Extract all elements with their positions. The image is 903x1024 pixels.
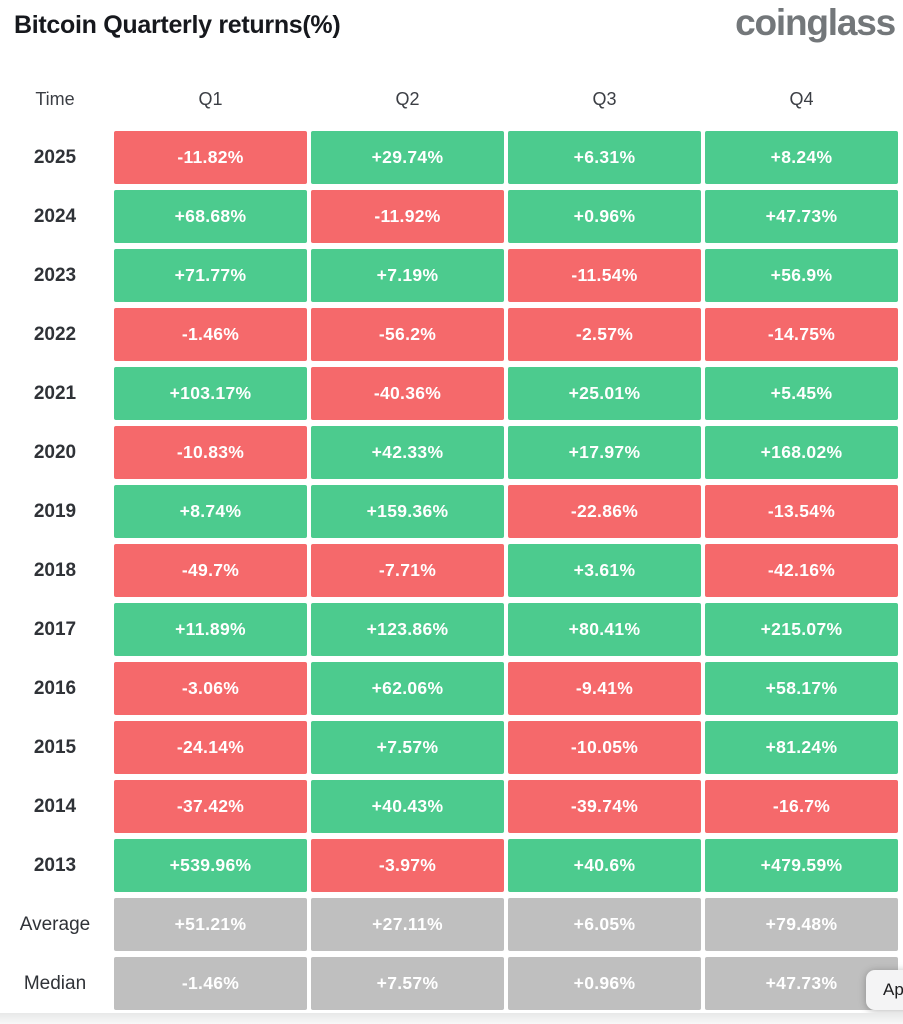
return-cell: -14.75%	[705, 308, 898, 361]
return-cell: +168.02%	[705, 426, 898, 479]
return-cell: +56.9%	[705, 249, 898, 302]
return-cell: -13.54%	[705, 485, 898, 538]
return-cell: -16.7%	[705, 780, 898, 833]
row-label-2018: 2018	[33, 559, 77, 581]
row-label-2021: 2021	[33, 382, 77, 404]
return-cell: +68.68%	[114, 190, 307, 243]
table-body: 2025 -11.82% +29.74% +6.31% +8.24% 2024 +68.68…	[0, 131, 898, 1010]
column-header-q1: Q1	[198, 88, 223, 109]
return-cell: -49.7%	[114, 544, 307, 597]
return-cell: +42.33%	[311, 426, 504, 479]
return-cell: -22.86%	[508, 485, 701, 538]
return-cell: +79.48%	[705, 898, 898, 951]
return-cell: +62.06%	[311, 662, 504, 715]
return-cell: +47.73%	[705, 190, 898, 243]
row-label-2013: 2013	[33, 854, 77, 876]
row-label-2019: 2019	[33, 500, 77, 522]
return-cell: +47.73%	[705, 957, 898, 1010]
return-cell: +215.07%	[705, 603, 898, 656]
row-label-median: Median	[23, 972, 87, 994]
return-cell: -3.06%	[114, 662, 307, 715]
return-cell: +3.61%	[508, 544, 701, 597]
return-cell: -11.92%	[311, 190, 504, 243]
column-header-q2: Q2	[395, 88, 420, 109]
return-cell: -10.05%	[508, 721, 701, 774]
return-cell: +0.96%	[508, 190, 701, 243]
return-cell: -1.46%	[114, 957, 307, 1010]
column-header-time: Time	[35, 88, 75, 109]
return-cell: +25.01%	[508, 367, 701, 420]
row-label-2016: 2016	[33, 677, 77, 699]
return-cell: +103.17%	[114, 367, 307, 420]
return-cell: +8.74%	[114, 485, 307, 538]
return-cell: +6.31%	[508, 131, 701, 184]
return-cell: +123.86%	[311, 603, 504, 656]
return-cell: +40.43%	[311, 780, 504, 833]
row-label-average: Average	[19, 913, 91, 935]
row-label-2014: 2014	[33, 795, 77, 817]
return-cell: +71.77%	[114, 249, 307, 302]
row-label-2024: 2024	[33, 205, 77, 227]
bottom-edge-strip	[0, 1013, 903, 1024]
return-cell: +17.97%	[508, 426, 701, 479]
row-label-2020: 2020	[33, 441, 77, 463]
return-cell: +58.17%	[705, 662, 898, 715]
page-title: Bitcoin Quarterly returns(%)	[14, 11, 341, 39]
row-label-2015: 2015	[33, 736, 77, 758]
return-cell: +80.41%	[508, 603, 701, 656]
return-cell: +11.89%	[114, 603, 307, 656]
column-header-q4: Q4	[789, 88, 814, 109]
return-cell: +5.45%	[705, 367, 898, 420]
coinglass-logo: coinglass	[735, 2, 896, 43]
return-cell: -39.74%	[508, 780, 701, 833]
return-cell: +40.6%	[508, 839, 701, 892]
return-cell: -11.54%	[508, 249, 701, 302]
apply-button-partial[interactable]: Ap	[866, 970, 903, 1010]
return-cell: +27.11%	[311, 898, 504, 951]
return-cell: +6.05%	[508, 898, 701, 951]
return-cell: -24.14%	[114, 721, 307, 774]
return-cell: -10.83%	[114, 426, 307, 479]
return-cell: +479.59%	[705, 839, 898, 892]
row-label-2025: 2025	[33, 146, 77, 168]
row-label-2022: 2022	[33, 323, 77, 345]
return-cell: -9.41%	[508, 662, 701, 715]
return-cell: -42.16%	[705, 544, 898, 597]
return-cell: +7.19%	[311, 249, 504, 302]
return-cell: +51.21%	[114, 898, 307, 951]
return-cell: -7.71%	[311, 544, 504, 597]
return-cell: -11.82%	[114, 131, 307, 184]
return-cell: +7.57%	[311, 721, 504, 774]
return-cell: -1.46%	[114, 308, 307, 361]
row-label-2023: 2023	[33, 264, 77, 286]
table-header-row: Time Q1 Q2 Q3 Q4	[0, 85, 898, 113]
return-cell: -3.97%	[311, 839, 504, 892]
return-cell: -56.2%	[311, 308, 504, 361]
return-cell: +159.36%	[311, 485, 504, 538]
return-cell: +81.24%	[705, 721, 898, 774]
return-cell: -40.36%	[311, 367, 504, 420]
return-cell: +539.96%	[114, 839, 307, 892]
return-cell: -2.57%	[508, 308, 701, 361]
column-header-q3: Q3	[592, 88, 617, 109]
return-cell: +7.57%	[311, 957, 504, 1010]
row-label-2017: 2017	[33, 618, 77, 640]
return-cell: +29.74%	[311, 131, 504, 184]
return-cell: +8.24%	[705, 131, 898, 184]
return-cell: +0.96%	[508, 957, 701, 1010]
return-cell: -37.42%	[114, 780, 307, 833]
